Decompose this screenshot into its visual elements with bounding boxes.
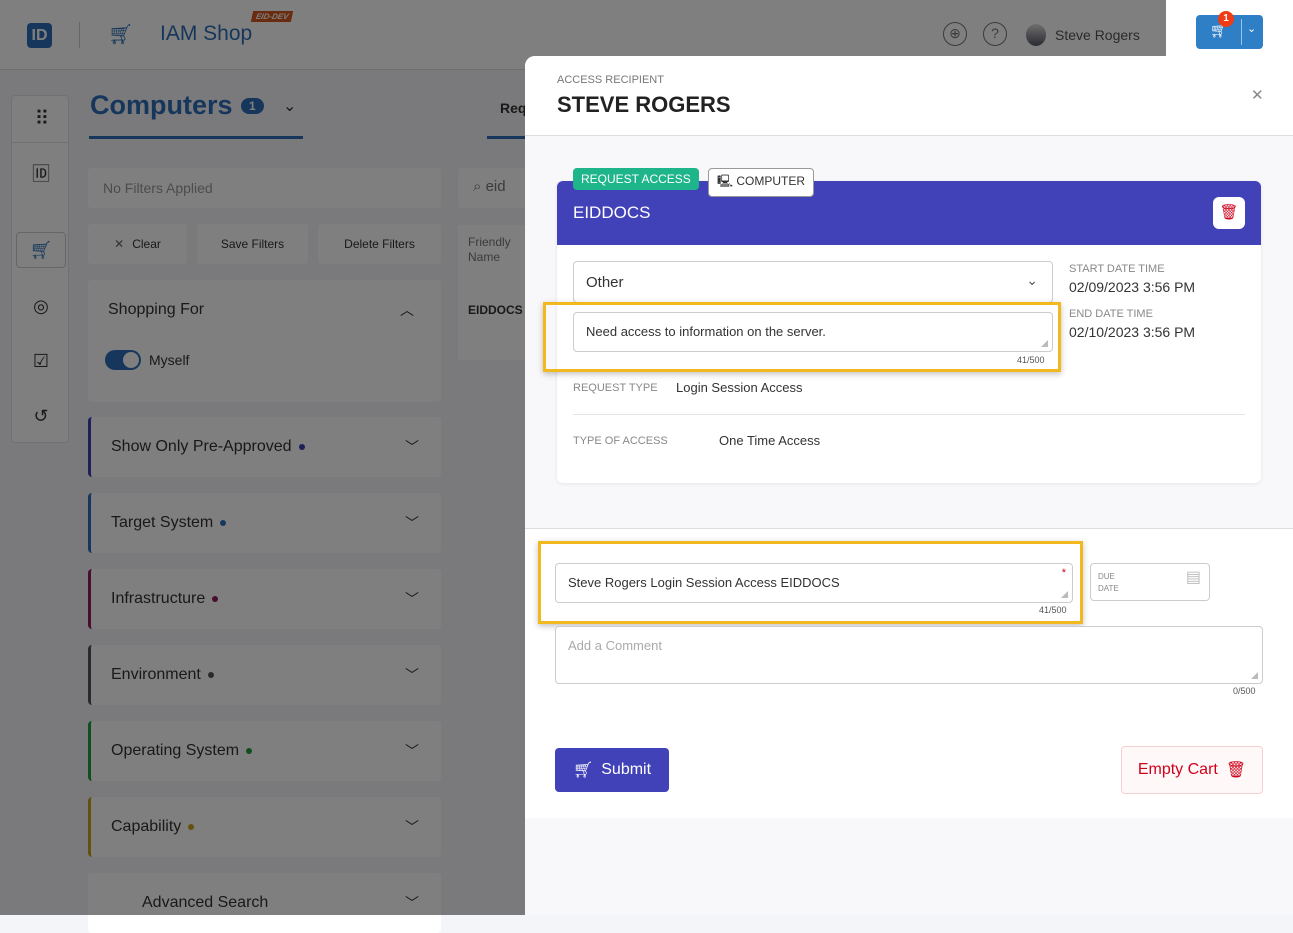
request-type-label: REQUEST TYPE xyxy=(573,382,658,394)
business-request-value: Steve Rogers Login Session Access EIDDOC… xyxy=(568,575,840,590)
resize-handle[interactable] xyxy=(1251,672,1258,679)
divider xyxy=(1241,19,1242,45)
cart-button[interactable]: 🛒︎ 1 ⌄ xyxy=(1196,11,1263,49)
justification-textarea[interactable]: Need access to information on the server… xyxy=(573,312,1053,352)
card-header: EIDDOCS 🗑︎ xyxy=(557,181,1261,245)
chevron-down-icon: ⌄ xyxy=(1026,272,1038,288)
submit-label: Submit xyxy=(601,761,652,778)
chevron-down-icon[interactable]: ⌄ xyxy=(1247,23,1257,35)
resize-handle[interactable] xyxy=(1041,340,1048,347)
business-request-input[interactable]: Steve Rogers Login Session Access EIDDOC… xyxy=(555,563,1073,603)
reason-value: Other xyxy=(586,274,624,291)
start-value: 02/09/2023 3:56 PM xyxy=(1069,279,1196,295)
divider xyxy=(573,414,1245,415)
start-label: START DATE TIME xyxy=(1069,263,1165,275)
resize-handle[interactable] xyxy=(1061,591,1068,598)
required-marker: * xyxy=(1061,567,1066,579)
highlight-box xyxy=(538,541,1083,624)
recipient-label: ACCESS RECIPIENT xyxy=(557,74,664,86)
cart-item-card: EIDDOCS 🗑︎ REQUEST ACCESS 🖳 COMPUTER Oth… xyxy=(543,168,1261,483)
justification-value: Need access to information on the server… xyxy=(586,324,826,339)
highlight-box xyxy=(543,302,1061,372)
computer-tag: 🖳 COMPUTER xyxy=(708,168,815,197)
drawer-header: ACCESS RECIPIENT STEVE ROGERS ✕ xyxy=(525,56,1293,136)
comment-placeholder: Add a Comment xyxy=(568,638,662,653)
empty-cart-label: Empty Cart xyxy=(1137,761,1218,778)
request-footer: Steve Rogers Login Session Access EIDDOC… xyxy=(525,528,1293,818)
reason-select[interactable]: Other ⌄ xyxy=(573,261,1053,303)
cart-popover: 🛒︎ 1 ⌄ xyxy=(1166,0,1293,64)
trash-icon: 🗑︎ xyxy=(1225,762,1247,779)
access-type-label: TYPE OF ACCESS xyxy=(573,435,668,447)
computer-icon: 🖳 xyxy=(717,174,737,188)
trash-icon: 🗑︎ xyxy=(1219,204,1239,221)
cart-count-badge: 1 xyxy=(1218,11,1234,27)
comment-textarea[interactable]: Add a Comment xyxy=(555,626,1263,684)
request-access-tag: REQUEST ACCESS xyxy=(573,168,699,190)
char-count: 41/500 xyxy=(1039,605,1067,615)
cart-icon: 🛒︎ xyxy=(572,762,594,779)
end-value: 02/10/2023 3:56 PM xyxy=(1069,324,1196,340)
due-date-label: DUE DATE xyxy=(1098,572,1119,593)
cart-drawer: ACCESS RECIPIENT STEVE ROGERS ✕ EIDDOCS … xyxy=(525,56,1293,915)
char-count: 0/500 xyxy=(1233,686,1256,696)
due-date-input[interactable]: DUE DATE ▤ xyxy=(1090,563,1210,601)
access-type-value: One Time Access xyxy=(719,433,821,448)
close-icon[interactable]: ✕ xyxy=(1251,87,1264,104)
empty-cart-button[interactable]: Empty Cart 🗑︎ xyxy=(1121,746,1263,794)
submit-button[interactable]: 🛒︎ Submit xyxy=(555,748,669,792)
end-label: END DATE TIME xyxy=(1069,308,1153,320)
char-count: 41/500 xyxy=(1017,355,1045,365)
calendar-icon: ▤ xyxy=(1185,569,1201,586)
item-name: EIDDOCS xyxy=(573,203,651,222)
tag-label: COMPUTER xyxy=(736,174,806,188)
request-type-value: Login Session Access xyxy=(676,380,803,395)
recipient-name: STEVE ROGERS xyxy=(557,92,731,117)
delete-item-button[interactable]: 🗑︎ xyxy=(1213,197,1245,229)
